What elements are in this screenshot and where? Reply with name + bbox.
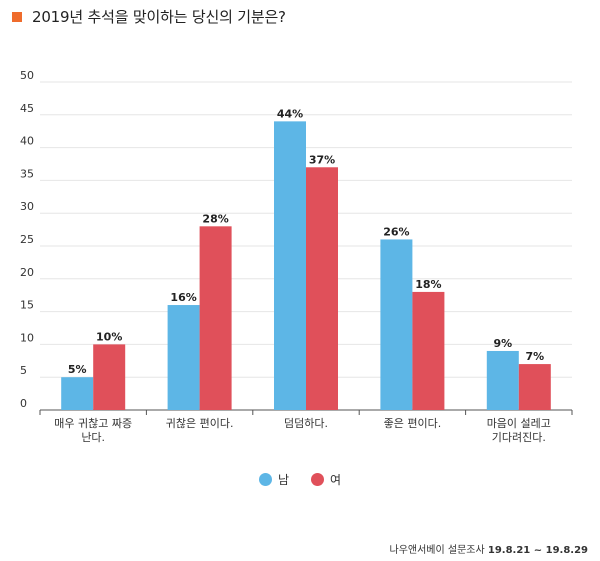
data-label: 44%	[277, 107, 303, 120]
x-category-label: 매우 귀찮고 짜증	[54, 417, 132, 430]
source-dates: 19.8.21 ~ 19.8.29	[487, 545, 588, 556]
legend-label-male: 남	[277, 473, 289, 487]
x-category-label: 좋은 편이다.	[384, 417, 442, 430]
y-tick-label: 50	[20, 69, 34, 82]
legend-dot-female	[311, 473, 324, 486]
data-label: 16%	[170, 291, 196, 304]
legend-dot-male	[258, 473, 272, 486]
y-tick-label: 15	[20, 299, 34, 312]
data-label: 10%	[96, 330, 122, 343]
legend-item-male[interactable]: 남	[258, 471, 289, 488]
title-marker-square	[12, 11, 22, 22]
bar-male	[274, 121, 306, 411]
chart-legend: 남 여	[0, 471, 600, 488]
x-category-label: 귀찮은 편이다.	[166, 417, 234, 430]
y-tick-label: 30	[20, 200, 34, 213]
bar-male	[167, 305, 200, 410]
x-category-label: 기다려진다.	[492, 431, 546, 444]
data-label: 28%	[202, 212, 228, 225]
data-label: 7%	[525, 350, 544, 363]
data-label: 9%	[493, 337, 512, 350]
bar-female	[518, 364, 551, 410]
x-category-label: 덤덤하다.	[284, 416, 328, 430]
chart-title: 2019년 추석을 맞이하는 당신의 기분은?	[32, 8, 286, 26]
data-label: 18%	[415, 278, 441, 291]
y-tick-label: 5	[20, 364, 27, 377]
bar-male	[486, 350, 519, 410]
y-tick-label: 10	[20, 331, 34, 344]
y-tick-label: 35	[20, 167, 34, 180]
bar-female	[93, 344, 126, 410]
y-tick-label: 25	[20, 233, 34, 246]
chart-title-row: 2019년 추석을 맞이하는 당신의 기분은?	[12, 6, 286, 27]
source-org: 나우앤서베이 설문조사	[389, 545, 485, 556]
x-category-label: 난다.	[81, 431, 105, 444]
data-label: 5%	[68, 363, 87, 376]
source-note: 나우앤서베이 설문조사 19.8.21 ~ 19.8.29	[390, 541, 589, 556]
legend-label-female: 여	[330, 473, 342, 487]
bar-female	[412, 291, 445, 410]
bar-male	[61, 377, 94, 410]
data-label: 26%	[383, 225, 409, 238]
y-tick-label: 0	[20, 397, 27, 410]
bar-male	[380, 239, 413, 410]
bar-female	[199, 226, 232, 410]
x-category-label: 마음이 설레고	[487, 417, 551, 430]
data-label: 37%	[309, 153, 335, 166]
y-tick-label: 20	[20, 266, 34, 279]
legend-item-female[interactable]: 여	[311, 471, 341, 488]
y-tick-label: 45	[20, 102, 34, 115]
y-tick-label: 40	[20, 135, 34, 148]
bar-female	[306, 167, 338, 410]
